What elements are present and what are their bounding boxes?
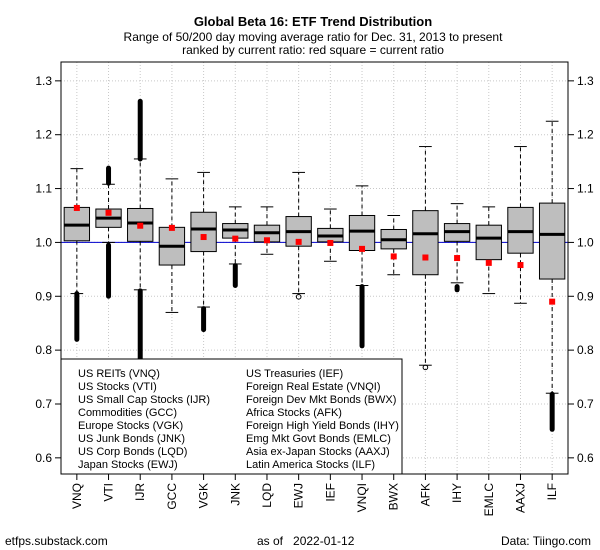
- y-tick-label-left: 1.1: [35, 182, 52, 196]
- y-tick-label-left: 0.8: [35, 343, 52, 357]
- current-ratio-marker: [359, 245, 366, 252]
- current-ratio-marker: [200, 234, 207, 241]
- x-tick-label-lqd: LQD: [260, 483, 274, 508]
- box-bwx: [380, 214, 407, 276]
- x-tick-label-vnqi: VNQI: [355, 483, 369, 512]
- legend-box: [60, 358, 403, 475]
- x-tick-label-ihy: IHY: [450, 483, 464, 503]
- iqr-box: [412, 210, 439, 276]
- x-tick-label-vgk: VGK: [197, 483, 211, 508]
- current-ratio-marker: [105, 209, 112, 216]
- legend-entry: US Small Cap Stocks (IJR): [78, 394, 210, 406]
- legend-entry: Foreign Dev Mkt Bonds (BWX): [246, 394, 396, 406]
- legend-entry: Europe Stocks (VGK): [78, 420, 183, 432]
- box-aaxj: [507, 146, 534, 304]
- box-plots: [63, 98, 566, 432]
- current-ratio-marker: [517, 262, 524, 269]
- y-tick-label-right: 1.3: [577, 74, 594, 88]
- legend-entry: Asia ex-Japan Stocks (AAXJ): [246, 446, 390, 458]
- box-vnqi: [348, 185, 376, 349]
- legend-entry: Africa Stocks (AFK): [246, 407, 342, 419]
- legend-entry: US Corp Bonds (LQD): [78, 446, 187, 458]
- box-ihy: [443, 203, 471, 293]
- footer-source: etfps.substack.com: [5, 534, 108, 548]
- y-tick-label-right: 1.2: [577, 128, 594, 142]
- x-tick-label-ewj: EWJ: [292, 483, 306, 508]
- current-ratio-marker: [137, 222, 144, 229]
- current-ratio-marker: [263, 237, 270, 244]
- outliers-low: [295, 294, 302, 300]
- legend-entry: Commodities (GCC): [78, 407, 177, 419]
- x-tick-label-ilf: ILF: [545, 483, 559, 500]
- y-tick-label-left: 1.3: [35, 74, 52, 88]
- legend-entry: Foreign High Yield Bonds (IHY): [246, 420, 399, 432]
- box-ief: [317, 208, 344, 262]
- current-ratio-marker: [295, 238, 302, 245]
- box-ijr: [127, 98, 154, 364]
- y-tick-label-right: 0.7: [577, 397, 594, 411]
- chart-title: Global Beta 16: ETF Trend Distribution: [194, 14, 432, 29]
- x-tick-label-jnk: JNK: [228, 483, 242, 506]
- current-ratio-marker: [232, 235, 239, 242]
- legend-entry: Foreign Real Estate (VNQI): [246, 381, 381, 393]
- x-tick-label-gcc: GCC: [165, 483, 179, 510]
- legend-entry: Latin America Stocks (ILF): [246, 459, 375, 471]
- chart-subtitle-1: Range of 50/200 day moving average ratio…: [124, 30, 504, 44]
- y-tick-label-right: 1.0: [577, 235, 594, 249]
- current-ratio-marker: [485, 259, 492, 266]
- y-tick-label-left: 0.9: [35, 289, 52, 303]
- y-tick-label-right: 0.9: [577, 289, 594, 303]
- current-ratio-marker: [422, 254, 429, 261]
- y-tick-label-left: 0.7: [35, 397, 52, 411]
- legend: US REITs (VNQ)US Stocks (VTI)US Small Ca…: [60, 358, 403, 475]
- x-tick-label-bwx: BWX: [387, 483, 401, 510]
- legend-entry: US Stocks (VTI): [78, 381, 157, 393]
- x-tick-label-emlc: EMLC: [482, 483, 496, 517]
- y-tick-label-left: 1.2: [35, 128, 52, 142]
- current-ratio-marker: [168, 224, 175, 231]
- footer-data-credit: Data: Tiingo.com: [501, 534, 591, 548]
- legend-entry: US Treasuries (IEF): [246, 368, 343, 380]
- current-ratio-marker: [549, 298, 556, 305]
- box-afk: [412, 146, 439, 371]
- x-tick-label-afk: AFK: [418, 483, 432, 506]
- iqr-box: [190, 211, 217, 253]
- x-tick-label-aaxj: AAXJ: [513, 483, 527, 513]
- plot-frame: [60, 61, 569, 475]
- iqr-box: [538, 202, 566, 280]
- iqr-box: [348, 214, 376, 251]
- legend-entry: Japan Stocks (EWJ): [78, 459, 178, 471]
- chart-subtitle-2: ranked by current ratio: red square = cu…: [182, 43, 444, 57]
- box-vti: [95, 165, 122, 299]
- y-tick-label-right: 0.8: [577, 343, 594, 357]
- x-tick-label-ief: IEF: [323, 483, 337, 502]
- box-vgk: [190, 171, 217, 333]
- x-tick-label-ijr: IJR: [133, 483, 147, 501]
- x-tick-label-vti: VTI: [102, 483, 116, 502]
- box-vnq: [63, 168, 91, 342]
- box-emlc: [475, 206, 502, 295]
- current-ratio-marker: [327, 239, 334, 246]
- legend-entry: US REITs (VNQ): [78, 368, 160, 380]
- y-tick-label-right: 1.1: [577, 182, 594, 196]
- x-tick-label-vnq: VNQ: [70, 483, 84, 509]
- legend-entry: Emg Mkt Govt Bonds (EMLC): [246, 433, 391, 445]
- footer-date: as of 2022-01-12: [257, 534, 355, 548]
- y-tick-label-left: 1.0: [35, 235, 52, 249]
- iqr-box: [475, 224, 502, 261]
- box-lqd: [253, 206, 281, 255]
- box-gcc: [158, 178, 186, 313]
- current-ratio-marker: [454, 255, 461, 262]
- y-tick-label-left: 0.6: [35, 451, 52, 465]
- y-tick-label-right: 0.6: [577, 451, 594, 465]
- legend-entry: US Junk Bonds (JNK): [78, 433, 185, 445]
- outliers-low: [422, 364, 429, 371]
- axes: 0.6 0.6 0.7 0.7 0.8 0.8 0.9 0.9 1.0 1.0 1.1 1.1 1.2 1…: [35, 74, 594, 516]
- current-ratio-marker: [73, 204, 80, 211]
- box-ewj: [285, 171, 312, 300]
- box-ilf: [538, 120, 566, 432]
- current-ratio-marker: [390, 253, 397, 260]
- box-jnk: [222, 206, 249, 289]
